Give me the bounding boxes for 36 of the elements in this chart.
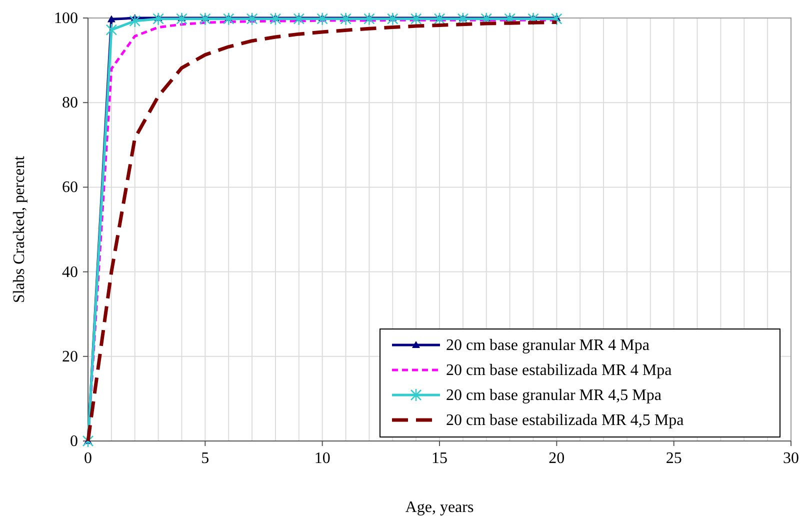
point: [410, 12, 422, 26]
x-axis-title: Age, years: [405, 499, 474, 516]
point: [129, 14, 141, 28]
point: [364, 12, 375, 26]
x-tick-label: 20: [548, 450, 565, 467]
point: [152, 12, 164, 26]
legend-label: 20 cm base granular MR 4 Mpa: [446, 337, 650, 354]
y-tick-label: 80: [62, 94, 78, 112]
point: [107, 15, 116, 22]
point: [551, 12, 562, 26]
legend-label: 20 cm base estabilizada MR 4 Mpa: [446, 362, 672, 379]
x-tick-label: 0: [84, 450, 92, 467]
legend-label: 20 cm base estabilizada MR 4,5 Mpa: [446, 412, 684, 429]
x-tick-label: 30: [783, 450, 799, 467]
point: [222, 12, 234, 26]
point: [270, 12, 282, 26]
point: [386, 12, 398, 26]
point: [316, 12, 328, 26]
y-tick-label: 60: [62, 179, 78, 196]
x-tick-label: 5: [201, 450, 210, 467]
point: [293, 12, 305, 26]
x-tick-label: 10: [314, 450, 330, 467]
x-tick-label: 25: [666, 450, 682, 467]
point: [176, 12, 188, 26]
y-tick-label: 40: [62, 264, 78, 281]
point: [434, 12, 446, 26]
point: [246, 12, 258, 26]
point: [340, 12, 352, 26]
y-tick-label: 100: [54, 10, 78, 27]
y-axis-title: Slabs Cracked, percent: [11, 155, 28, 304]
y-tick-label: 20: [62, 348, 78, 366]
point: [106, 23, 118, 36]
x-tick-label: 15: [432, 450, 448, 467]
point: [200, 12, 211, 26]
y-tick-label: 0: [70, 433, 78, 450]
legend-label: 20 cm base granular MR 4,5 Mpa: [446, 387, 662, 404]
